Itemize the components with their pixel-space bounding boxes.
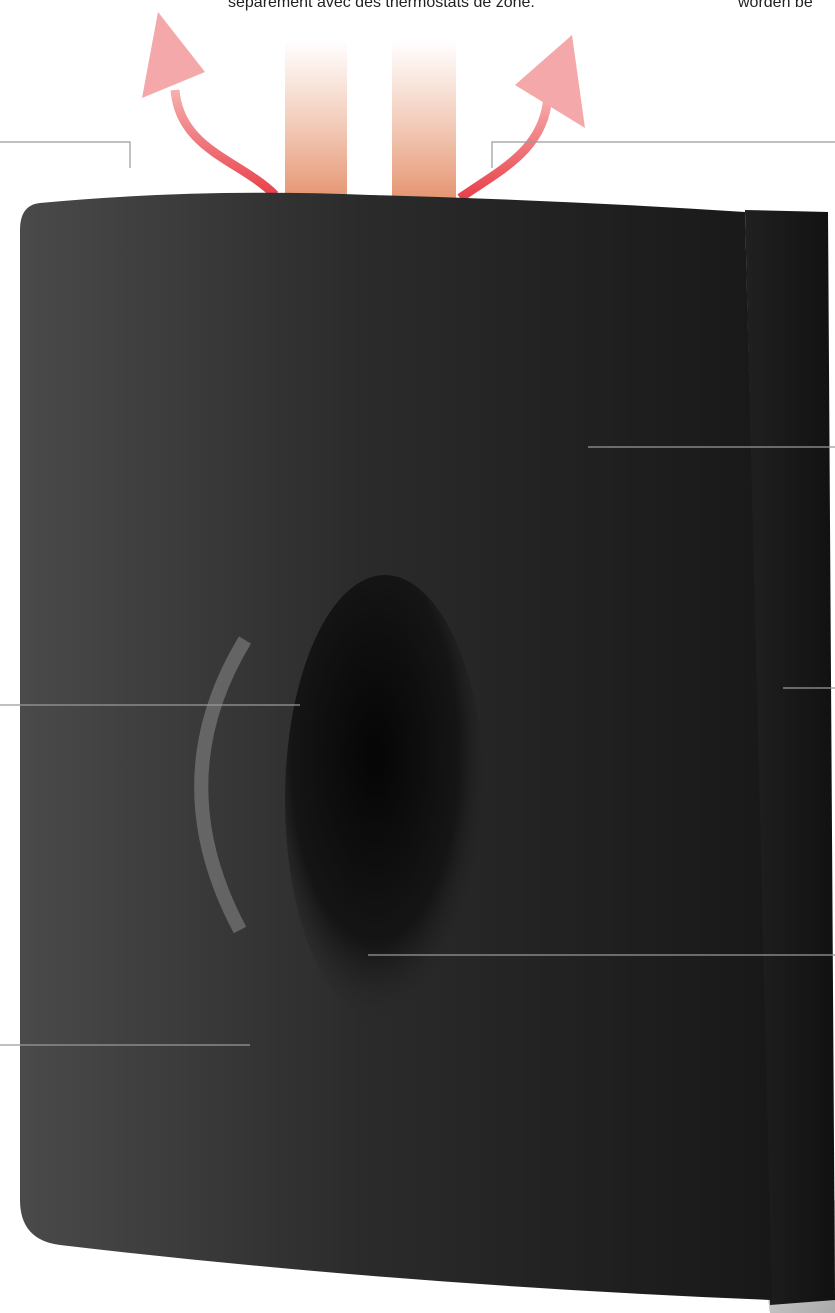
dome-highlight <box>194 636 251 934</box>
dome <box>285 575 485 1025</box>
heat-flow <box>392 40 456 200</box>
arrow <box>170 89 279 199</box>
arrow-head <box>515 35 585 128</box>
device-side <box>745 210 835 1305</box>
caption: worden be <box>738 0 813 11</box>
arrow-head <box>142 12 205 98</box>
heat-flow <box>285 40 347 200</box>
leader-lines <box>0 141 835 1046</box>
caption: séparément avec des thermostats de zone. <box>228 0 535 11</box>
arrow <box>457 94 553 202</box>
